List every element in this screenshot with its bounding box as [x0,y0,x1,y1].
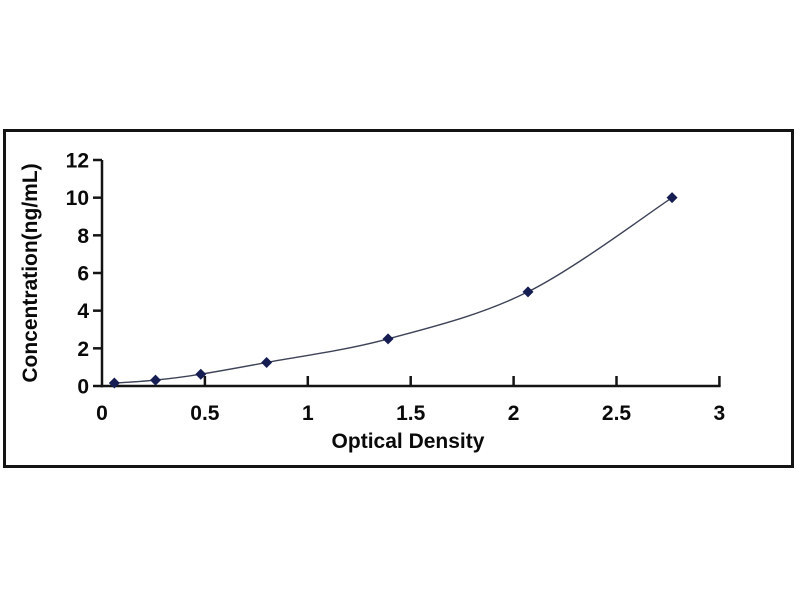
x-tick-label: 2.5 [602,402,632,425]
plot-svg: 0 0.5 1 1.5 2 2.5 3 0 2 4 6 8 10 12 Optical Density C… [19,150,726,453]
y-axis-title: Concentration(ng/mL) [19,163,42,382]
series-curve [114,197,673,384]
y-tick-label: 8 [77,225,89,248]
plot-generated: 0 0.5 1 1.5 2 2.5 3 0 2 4 6 8 10 12 [66,150,726,425]
data-point-marker [195,368,207,380]
chart-frame: 0 0.5 1 1.5 2 2.5 3 0 2 4 6 8 10 12 Optical Density C… [3,129,794,468]
x-tick-label: 0 [96,402,108,425]
data-point-marker [522,286,534,298]
data-point-marker [108,377,120,389]
y-tick-label: 10 [66,187,89,210]
data-point-marker [666,192,678,204]
x-tick-label: 1.5 [396,402,426,425]
y-tick-label: 6 [77,263,89,286]
y-tick-label: 2 [77,338,89,361]
data-point-marker [150,374,162,386]
x-axis-title: Optical Density [332,430,485,453]
y-tick-label: 0 [77,376,89,399]
x-tick-label: 2 [508,402,520,425]
y-tick-label: 4 [77,300,89,323]
data-point-marker [382,333,394,345]
data-point-marker [261,356,273,368]
x-tick-label: 1 [302,402,314,425]
x-tick-label: 0.5 [190,402,220,425]
y-tick-label: 12 [66,150,89,173]
x-tick-label: 3 [714,402,726,425]
